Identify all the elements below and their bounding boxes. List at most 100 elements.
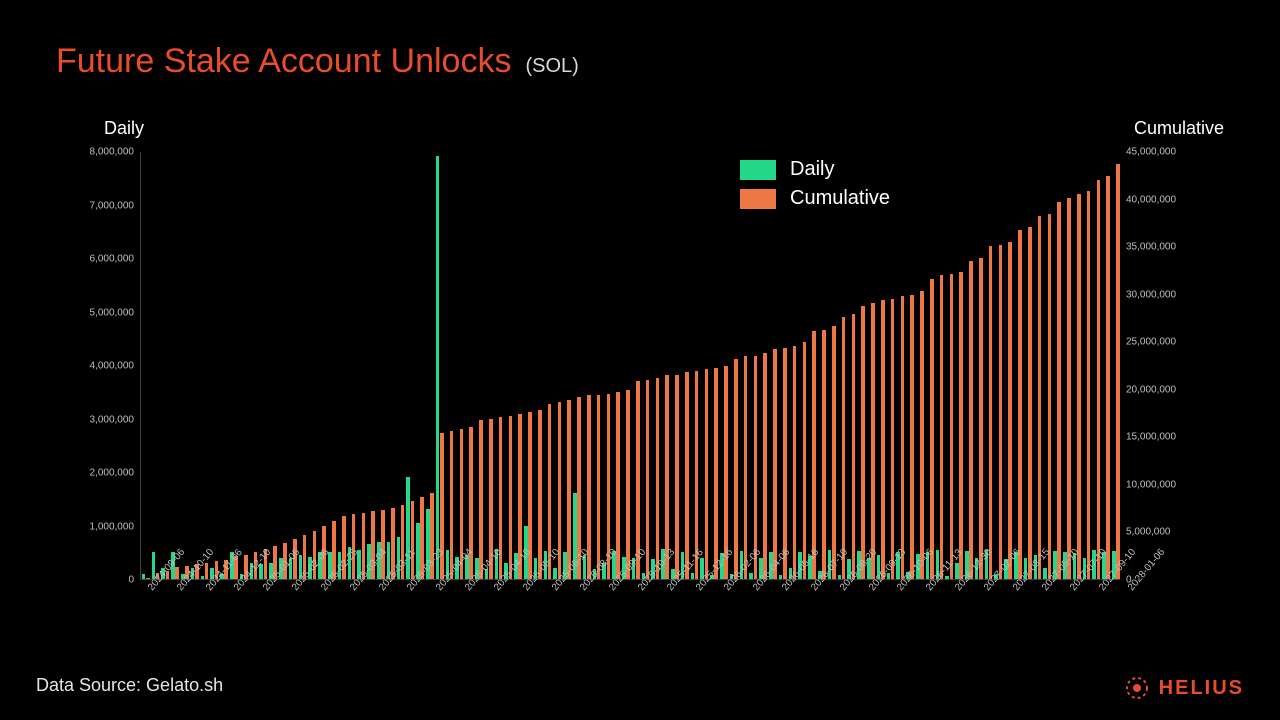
cumulative-bar: [754, 356, 758, 580]
cumulative-bar: [999, 245, 1003, 579]
cumulative-bar: [871, 303, 875, 579]
y-right-tick: 10,000,000: [1126, 479, 1196, 490]
legend-item-daily: Daily: [740, 158, 890, 181]
cumulative-bar: [626, 390, 630, 579]
cumulative-bar: [1008, 242, 1012, 579]
daily-bar: [955, 563, 959, 579]
bars-container: [141, 152, 1120, 579]
cumulative-bar: [567, 400, 571, 579]
y-right-tick: 40,000,000: [1126, 194, 1196, 205]
cumulative-bar: [812, 331, 816, 579]
y-left-tick: 0: [74, 575, 134, 586]
y-right-tick: 20,000,000: [1126, 384, 1196, 395]
cumulative-bar: [538, 410, 542, 579]
y-left-tick: 4,000,000: [74, 361, 134, 372]
legend-item-cumulative: Cumulative: [740, 187, 890, 210]
cumulative-bar: [763, 353, 767, 579]
cumulative-bar: [714, 368, 718, 579]
cumulative-bar: [1018, 230, 1022, 579]
cumulative-bar: [1038, 216, 1042, 579]
y-left-tick: 5,000,000: [74, 307, 134, 318]
cumulative-bar: [479, 420, 483, 579]
cumulative-bar: [1048, 214, 1052, 579]
daily-bar: [691, 573, 695, 579]
y-left-tick: 8,000,000: [74, 147, 134, 158]
cumulative-bar: [175, 567, 179, 579]
cumulative-bar: [734, 359, 738, 579]
cumulative-bar: [910, 295, 914, 579]
cumulative-bar: [1067, 198, 1071, 579]
cumulative-bar: [509, 416, 513, 579]
cumulative-bar: [930, 279, 934, 579]
y-axis-left-label: Daily: [104, 118, 144, 139]
y-right-tick: 5,000,000: [1126, 527, 1196, 538]
cumulative-bar: [881, 300, 885, 579]
daily-bar: [779, 575, 783, 579]
cumulative-bar: [1116, 164, 1120, 579]
cumulative-bar: [773, 349, 777, 579]
daily-bar: [142, 574, 146, 579]
chart-plot-area: [140, 152, 1120, 580]
cumulative-bar: [411, 501, 415, 579]
y-left-tick: 3,000,000: [74, 414, 134, 425]
daily-bar: [838, 575, 842, 579]
cumulative-bar: [685, 372, 689, 579]
cumulative-bar: [705, 369, 709, 579]
cumulative-bar: [675, 375, 679, 579]
chart-subtitle: (SOL): [525, 55, 578, 78]
cumulative-bar: [783, 348, 787, 579]
cumulative-bar: [1106, 176, 1110, 579]
cumulative-bar: [1057, 202, 1061, 579]
cumulative-bar: [646, 380, 650, 579]
cumulative-bar: [901, 296, 905, 579]
cumulative-bar: [852, 314, 856, 579]
legend-swatch-daily: [740, 160, 776, 180]
cumulative-bar: [803, 342, 807, 579]
cumulative-bar: [832, 326, 836, 579]
cumulative-bar: [822, 330, 826, 579]
y-axis-right-ticks: 05,000,00010,000,00015,000,00020,000,000…: [1124, 152, 1194, 580]
chart-title: Future Stake Account Unlocks: [56, 42, 511, 81]
y-axis-left-ticks: 01,000,0002,000,0003,000,0004,000,0005,0…: [76, 152, 136, 580]
cumulative-bar: [979, 258, 983, 579]
cumulative-bar: [656, 378, 660, 579]
cumulative-bar: [950, 274, 954, 579]
cumulative-bar: [959, 272, 963, 579]
cumulative-bar: [842, 317, 846, 580]
y-axis-right-label: Cumulative: [1134, 118, 1224, 139]
x-axis-ticks: 2024-09-062024-10-102024-11-062024-12-10…: [140, 582, 1120, 672]
cumulative-bar: [920, 291, 924, 579]
y-left-tick: 6,000,000: [74, 254, 134, 265]
cumulative-bar: [989, 246, 993, 579]
helius-logo-text: HELIUS: [1159, 677, 1244, 700]
data-source-label: Data Source: Gelato.sh: [36, 675, 223, 696]
cumulative-bar: [1028, 227, 1032, 579]
cumulative-bar: [1077, 194, 1081, 579]
y-left-tick: 7,000,000: [74, 200, 134, 211]
helius-logo: HELIUS: [1125, 676, 1244, 700]
legend-label-daily: Daily: [790, 158, 834, 181]
cumulative-bar: [940, 275, 944, 579]
cumulative-bar: [861, 306, 865, 579]
cumulative-bar: [146, 578, 150, 579]
helius-logo-icon: [1125, 676, 1149, 700]
y-right-tick: 15,000,000: [1126, 432, 1196, 443]
cumulative-bar: [793, 346, 797, 579]
daily-bar: [201, 576, 205, 579]
y-left-tick: 1,000,000: [74, 521, 134, 532]
y-right-tick: 30,000,000: [1126, 289, 1196, 300]
legend: Daily Cumulative: [740, 158, 890, 216]
cumulative-bar: [1097, 180, 1101, 579]
legend-label-cumulative: Cumulative: [790, 187, 890, 210]
y-right-tick: 25,000,000: [1126, 337, 1196, 348]
y-left-tick: 2,000,000: [74, 468, 134, 479]
cumulative-bar: [1087, 191, 1091, 579]
cumulative-bar: [969, 261, 973, 579]
cumulative-bar: [597, 395, 601, 580]
cumulative-bar: [381, 510, 385, 579]
daily-bar: [749, 573, 753, 579]
y-right-tick: 45,000,000: [1126, 147, 1196, 158]
cumulative-bar: [744, 356, 748, 579]
daily-bar: [436, 156, 440, 579]
chart-title-wrap: Future Stake Account Unlocks (SOL): [56, 42, 579, 81]
